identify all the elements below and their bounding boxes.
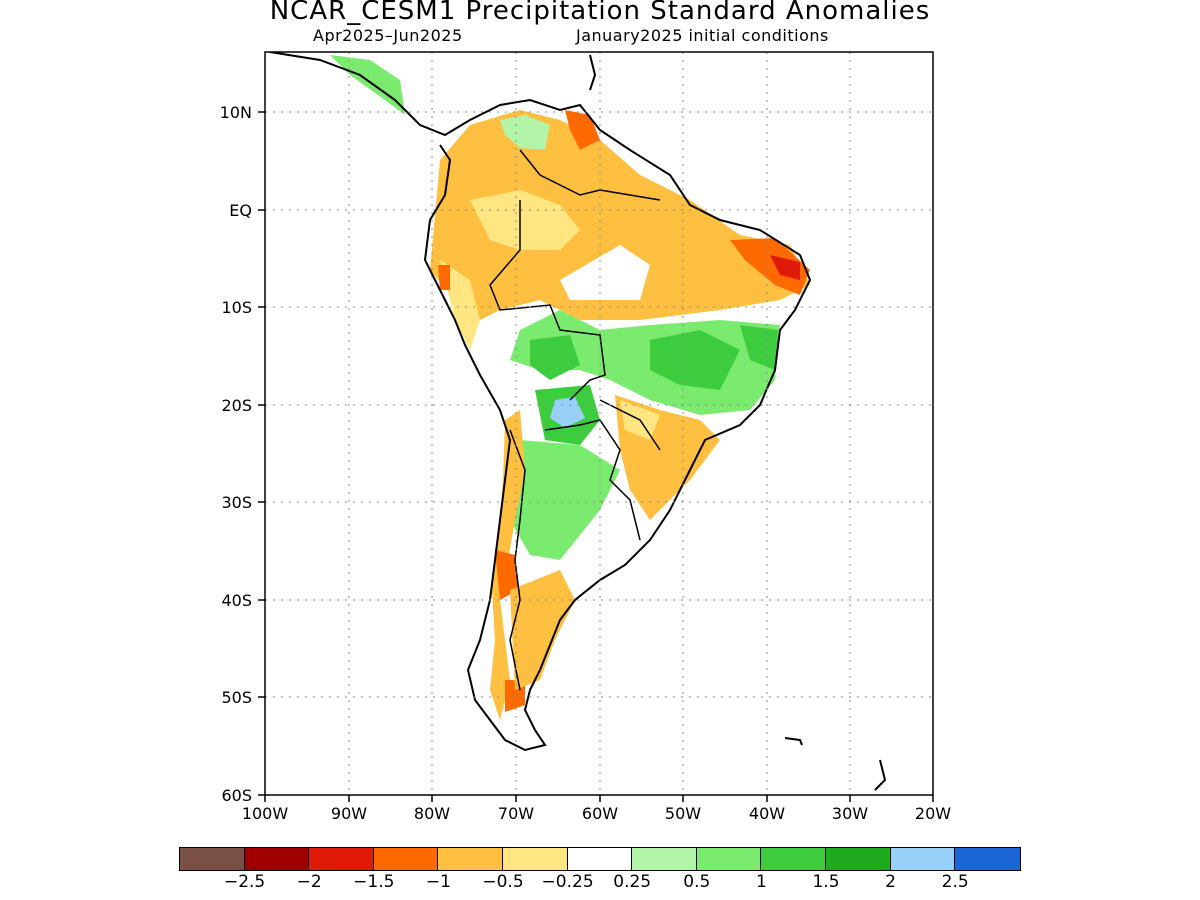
colorbar-swatch: [825, 848, 891, 870]
colorbar-swatch: [955, 848, 1020, 870]
colorbar-tick-label: 1.5: [812, 872, 840, 892]
dry-region-north: [430, 110, 810, 325]
initial-conditions: January2025 initial conditions: [576, 26, 829, 45]
colorbar-tick-label: 1: [755, 872, 767, 892]
wet-strong-bolivia: [530, 335, 580, 380]
colorbar-swatch: [696, 848, 762, 870]
wet-extreme-chaco: [550, 397, 585, 428]
anomaly-field: [330, 55, 810, 720]
colorbar-tick-label: −1.5: [353, 872, 395, 892]
colorbar-tick-label: −2.5: [223, 872, 266, 892]
lon-label: 60W: [582, 804, 618, 823]
colorbar-swatch: [244, 848, 310, 870]
lon-label: 100W: [242, 804, 289, 823]
colorbar-swatch: [180, 848, 245, 870]
dry-andes-strip: [490, 410, 525, 720]
lon-label: 70W: [498, 804, 534, 823]
lat-label: 50S: [221, 688, 252, 707]
lat-label: 10S: [221, 298, 252, 317]
neutral-amazon: [560, 245, 650, 300]
lon-label: 20W: [915, 804, 951, 823]
colorbar-tick-label: 0.5: [683, 872, 711, 892]
light-dry-band: [470, 190, 580, 250]
forecast-period: Apr2025–Jun2025: [313, 26, 463, 45]
lon-label: 50W: [665, 804, 701, 823]
lat-label: 20S: [221, 396, 252, 415]
colorbar-swatch: [373, 848, 439, 870]
colorbar-swatch: [761, 848, 826, 870]
colorbar-swatch: [632, 848, 697, 870]
colorbar-tick-label: 2.5: [941, 872, 969, 892]
lat-label: 40S: [221, 591, 252, 610]
dry-patagonia: [510, 570, 575, 690]
lon-label: 30W: [832, 804, 868, 823]
colorbar-tick-label: −0.5: [482, 872, 524, 892]
lon-label: 90W: [331, 804, 367, 823]
lat-label: 30S: [221, 493, 252, 512]
lon-label: 40W: [749, 804, 785, 823]
wet-argentina: [510, 440, 620, 560]
wet-central-america: [330, 55, 405, 115]
colorbar-tick-label: −1: [425, 872, 451, 892]
wet-colombia: [500, 115, 550, 150]
lat-label: 10N: [220, 103, 252, 122]
strong-dry-ne: [730, 238, 810, 295]
colorbar-swatch: [502, 848, 568, 870]
wet-strong-central: [650, 330, 740, 390]
colorbar-tick-label: 0.25: [613, 872, 652, 892]
country-borders: [489, 149, 661, 691]
lat-label: EQ: [229, 201, 252, 220]
colorbar-tick-label: −0.25: [541, 872, 594, 892]
strong-dry-peru: [438, 265, 450, 290]
colorbar-swatch: [309, 848, 374, 870]
map-frame: [264, 51, 934, 796]
colorbar: [179, 847, 1021, 871]
wet-strong-east: [740, 325, 778, 370]
colorbar-swatch: [567, 848, 633, 870]
tick-marks: [258, 111, 934, 802]
map-title: NCAR_CESM1 Precipitation Standard Anomal…: [269, 0, 931, 26]
colorbar-tick-label: 2: [885, 872, 897, 892]
colorbar-swatch: [890, 848, 956, 870]
strong-dry-chile: [495, 550, 518, 600]
lat-label: 60S: [221, 786, 252, 805]
lon-label: 80W: [414, 804, 450, 823]
colorbar-swatch: [438, 848, 503, 870]
colorbar-tick-label: −2: [296, 872, 322, 892]
extreme-dry-ne: [770, 255, 800, 280]
